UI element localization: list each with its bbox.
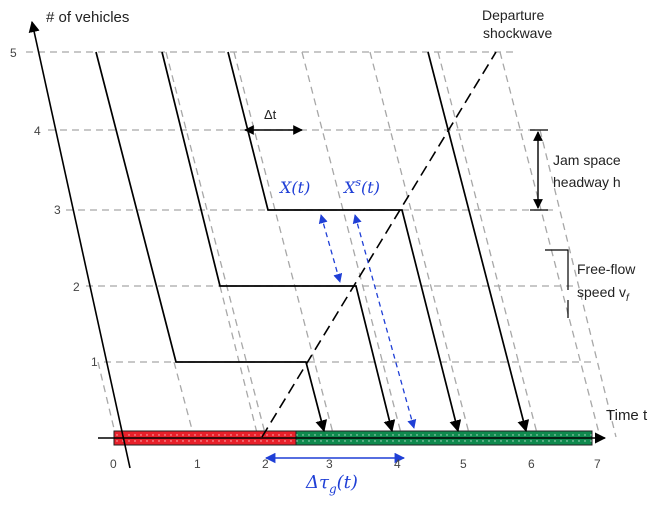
trajectory-vehicle-2 xyxy=(161,51,396,433)
grid-slant-4 xyxy=(369,51,471,438)
x-tick-6: 6 xyxy=(528,457,535,471)
delta-tau-subscript: g xyxy=(329,482,337,496)
xs-main: X xyxy=(342,178,356,197)
x-tick-4: 4 xyxy=(394,457,401,471)
xs-t-label: Xs(t) xyxy=(342,176,380,197)
grid-slant-6 xyxy=(499,51,601,438)
free-flow-subscript: f xyxy=(626,293,630,304)
departure-label-line2: shockwave xyxy=(483,25,552,41)
vehicle-axis xyxy=(28,20,131,469)
x-t-label: X(t) xyxy=(278,178,310,197)
delta-tau-tail: (t) xyxy=(337,472,358,493)
xs-t-arrow xyxy=(352,214,417,429)
x-tick-1: 1 xyxy=(194,457,201,471)
y-tick-3: 3 xyxy=(54,203,61,217)
free-flow-label-line1: Free-flow xyxy=(577,261,636,277)
x-t-arrow xyxy=(318,214,343,283)
delta-tau-label: Δτg(t) xyxy=(305,472,358,496)
x-tick-5: 5 xyxy=(460,457,467,471)
y-tick-1: 1 xyxy=(91,355,98,369)
departure-label-line1: Departure xyxy=(482,7,544,23)
delta-tau-main: Δτ xyxy=(305,472,330,493)
y-tick-4: 4 xyxy=(34,124,41,138)
jam-headway-label-line1: Jam space xyxy=(553,152,621,168)
time-axis-label: Time t xyxy=(606,407,648,424)
xs-superscript: s xyxy=(355,176,361,189)
y-tick-5: 5 xyxy=(10,46,17,60)
free-flow-bracket xyxy=(545,249,569,290)
grid-slant-7 xyxy=(539,129,617,438)
delta-t-label: Δt xyxy=(264,107,277,122)
grid-slant-9 xyxy=(173,361,195,438)
x-tick-2: 2 xyxy=(262,457,269,471)
grid-horizontal xyxy=(26,51,595,363)
y-tick-2: 2 xyxy=(73,280,80,294)
grid-slant-1 xyxy=(165,51,267,438)
grid-slanted xyxy=(97,51,617,438)
vehicle-axis-label: # of vehicles xyxy=(46,9,129,26)
trajectory-vehicle-3 xyxy=(227,51,462,433)
grid-slant-5 xyxy=(437,51,539,438)
x-tick-7: 7 xyxy=(594,457,601,471)
grid-slant-8 xyxy=(97,361,117,438)
trajectory-vehicle-4 xyxy=(427,51,530,433)
x-tick-3: 3 xyxy=(326,457,333,471)
free-flow-text: speed v xyxy=(577,284,626,300)
free-flow-label-line2: speed vf xyxy=(577,284,630,304)
jam-headway-label-line2: headway h xyxy=(553,174,621,190)
x-tick-0: 0 xyxy=(110,457,117,471)
trajectory-vehicle-1 xyxy=(95,51,328,433)
grid-slant-2 xyxy=(233,51,335,438)
xs-tail: (t) xyxy=(361,178,380,197)
grid-slant-3 xyxy=(301,51,403,438)
